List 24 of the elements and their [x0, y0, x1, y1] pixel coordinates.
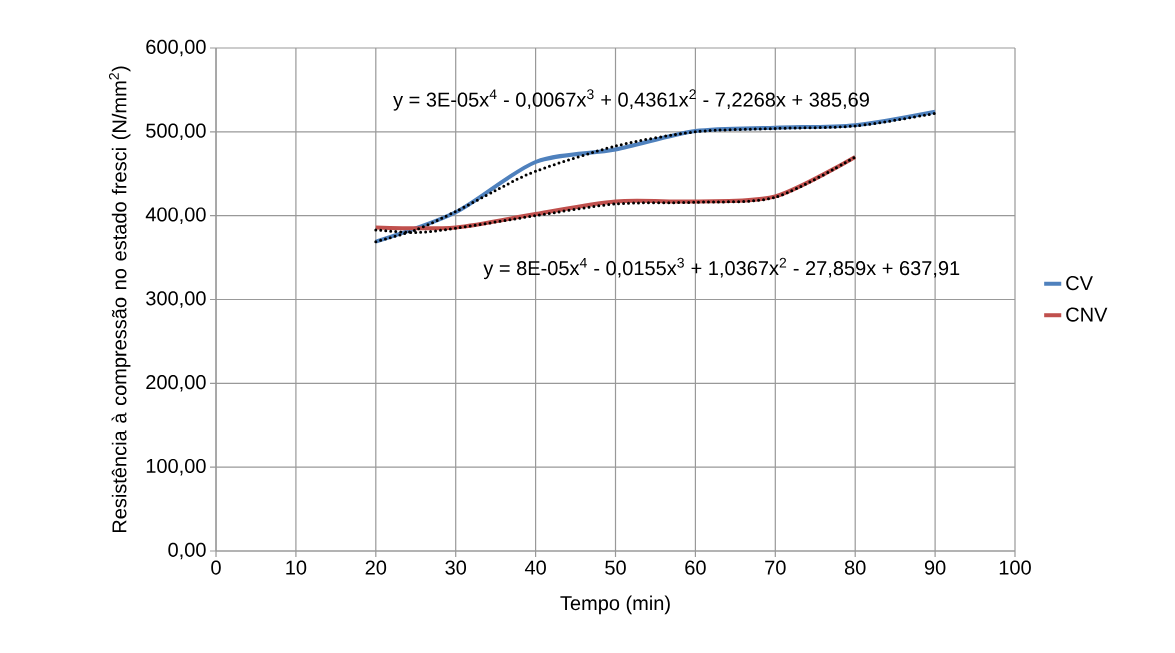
x-tick-label: 10: [286, 560, 307, 575]
x-tick-label: 70: [765, 560, 786, 575]
y-tick-label: 500,00: [146, 123, 206, 141]
y-tick-label: 200,00: [146, 375, 206, 392]
x-tick-label: 40: [524, 560, 546, 575]
x-tick-label: 80: [844, 560, 866, 575]
annotation: y = 8E-05x$^{4}$ - 0,0155x$^{3}$ + 1,0367x$^{2}$ - 27,859x + 637,91: [483, 257, 960, 280]
y-axis-title: Resistência à compressão no estado fresci (N/mm$^{2}$): [108, 66, 131, 533]
y-tick-label: 300,00: [146, 291, 206, 308]
annotation: y = 3E-05x$^{4}$ - 0,0067x$^{3}$ + 0,4361x$^{2}$ - 7,2268x + 385,69: [393, 89, 869, 111]
y-tick-label: 600,00: [146, 39, 206, 57]
y-tick-label: 400,00: [145, 207, 206, 224]
x-axis-title: Tempo (min): [560, 595, 670, 615]
x-tick-label: 60: [685, 560, 706, 575]
x-tick-label: 0: [211, 560, 221, 575]
legend-label: CV: [1066, 276, 1093, 291]
y-tick-label: 0,00: [168, 542, 206, 560]
legend-label: CNV: [1066, 307, 1108, 322]
x-tick-label: 100: [999, 560, 1031, 575]
y-tick-label: 100,00: [146, 458, 206, 476]
x-tick-label: 50: [605, 560, 626, 575]
x-tick-label: 30: [445, 560, 467, 575]
x-tick-label: 90: [924, 560, 946, 575]
x-tick-label: 20: [365, 560, 387, 575]
